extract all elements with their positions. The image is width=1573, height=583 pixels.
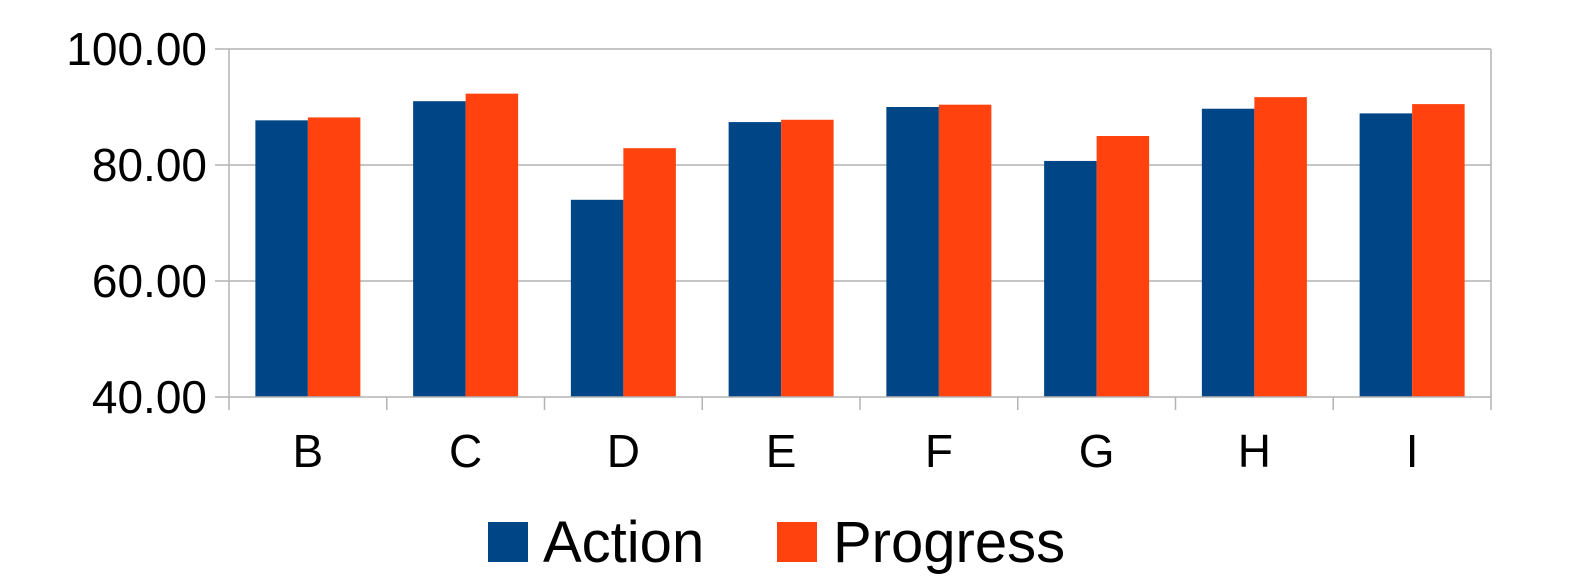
x-tick-label: I [1406, 425, 1419, 477]
bar-progress-g [1096, 136, 1150, 397]
bar-action-d [570, 199, 624, 397]
x-tick-label: G [1079, 425, 1115, 477]
bar-action-h [1201, 108, 1255, 398]
y-tick-label: 100.00 [66, 23, 207, 75]
legend: Action Progress [488, 510, 1065, 575]
bar-progress-f [938, 104, 992, 398]
bar-progress-d [623, 148, 676, 397]
bar-action-g [1044, 160, 1097, 397]
bar-action-f [886, 107, 939, 397]
legend-label-action: Action [543, 510, 704, 575]
bar-progress-b [307, 117, 361, 397]
x-tick-label: B [293, 425, 324, 477]
y-tick-label: 60.00 [92, 255, 207, 307]
bar-action-i [1359, 113, 1413, 397]
x-tick-label: F [925, 425, 953, 477]
legend-label-progress: Progress [833, 510, 1065, 575]
legend-swatch-action [488, 522, 528, 562]
legend-swatch-progress [777, 522, 817, 562]
y-tick-label: 40.00 [92, 371, 207, 423]
bar-action-e [728, 122, 782, 397]
bar-progress-c [465, 93, 519, 397]
bar-progress-e [781, 119, 834, 397]
x-tick-label: H [1238, 425, 1271, 477]
bars [255, 93, 1465, 398]
bar-action-c [413, 101, 466, 397]
bar-action-b [255, 120, 308, 397]
x-tick-label: C [449, 425, 482, 477]
y-tick-label: 80.00 [92, 139, 207, 191]
bar-progress-h [1254, 97, 1307, 397]
x-tick-label: E [766, 425, 797, 477]
axes: 40.00 60.00 80.00 100.00 B C D E F G H I [66, 23, 1492, 477]
bar-progress-i [1412, 104, 1465, 397]
x-tick-label: D [607, 425, 640, 477]
